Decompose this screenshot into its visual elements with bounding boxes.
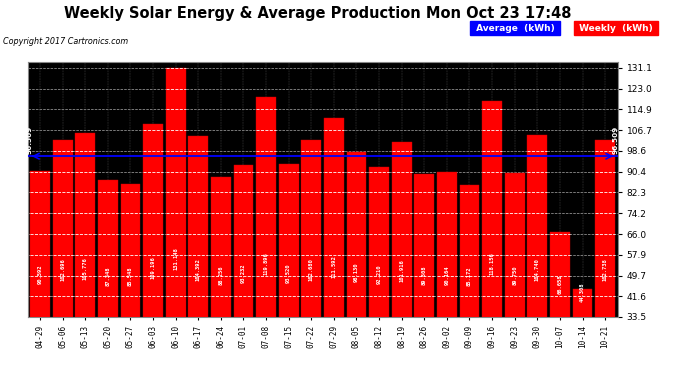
Text: 93.232: 93.232 [241,264,246,284]
Text: 105.776: 105.776 [83,258,88,280]
Bar [98,180,118,375]
Bar [143,124,163,375]
Text: 89.750: 89.750 [512,265,518,285]
Bar [166,68,186,375]
Text: 88.256: 88.256 [218,266,224,285]
Text: 66.658: 66.658 [558,274,562,294]
Text: 85.172: 85.172 [467,267,472,286]
Text: 102.680: 102.680 [308,259,314,281]
Text: 90.592: 90.592 [37,265,43,284]
Text: 131.148: 131.148 [173,248,178,270]
Text: 92.210: 92.210 [377,264,382,284]
Text: 90.164: 90.164 [444,265,449,285]
Text: 118.156: 118.156 [490,253,495,276]
Text: 93.520: 93.520 [286,264,291,283]
Text: 98.130: 98.130 [354,262,359,282]
Text: 96.509: 96.509 [27,125,32,154]
Bar [121,184,140,375]
Text: 102.738: 102.738 [602,259,608,281]
Text: 111.592: 111.592 [331,255,337,278]
Text: 89.508: 89.508 [422,265,427,285]
Bar [392,142,412,375]
Text: Average  (kWh): Average (kWh) [473,24,558,33]
Text: 85.548: 85.548 [128,267,133,286]
Bar [414,174,434,375]
Text: 101.916: 101.916 [400,259,404,282]
Bar [211,177,230,375]
Bar [30,171,50,375]
Bar [595,140,615,375]
Text: 87.348: 87.348 [106,266,110,286]
Text: 44.308: 44.308 [580,283,585,302]
Text: 104.740: 104.740 [535,258,540,280]
Text: 119.896: 119.896 [264,252,268,275]
Text: 102.696: 102.696 [60,259,65,281]
Bar [505,173,524,375]
Bar [482,101,502,375]
Text: 104.392: 104.392 [196,258,201,281]
Text: 109.196: 109.196 [150,256,155,279]
Text: 96.509: 96.509 [613,125,618,154]
Bar [302,141,322,375]
Text: Copyright 2017 Cartronics.com: Copyright 2017 Cartronics.com [3,38,128,46]
Bar [324,118,344,375]
Bar [279,164,299,375]
Bar [369,167,389,375]
Bar [527,135,547,375]
Bar [188,136,208,375]
Text: Weekly  (kWh): Weekly (kWh) [576,24,656,33]
Bar [573,290,593,375]
Bar [75,133,95,375]
Bar [52,140,72,375]
Bar [437,172,457,375]
Bar [346,152,366,375]
Bar [550,232,570,375]
Bar [233,165,253,375]
Bar [460,185,480,375]
Bar [256,97,276,375]
Text: Weekly Solar Energy & Average Production Mon Oct 23 17:48: Weekly Solar Energy & Average Production… [63,6,571,21]
